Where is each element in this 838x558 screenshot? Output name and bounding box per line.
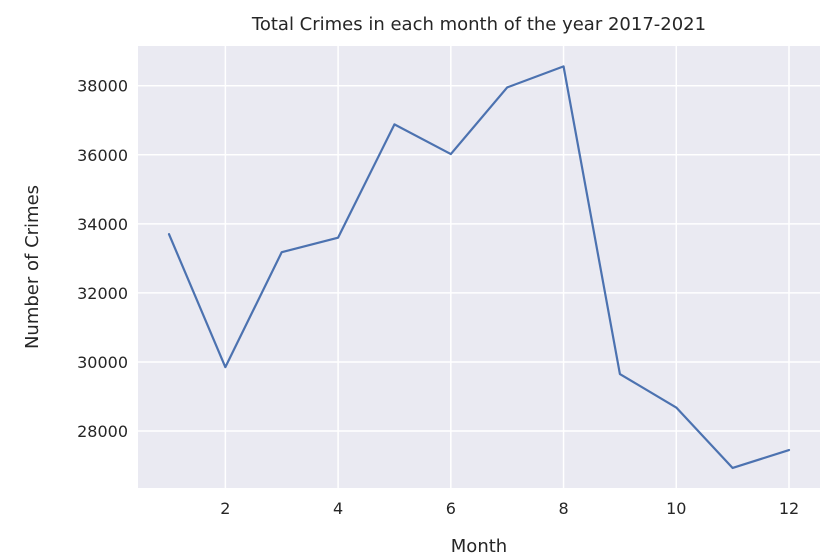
tick-labels: 2 4 6 8 10 12 28000 30000 32000 34000 36000 38000 (77, 77, 799, 518)
y-tick-label: 32000 (77, 284, 128, 303)
chart-title: Total Crimes in each month of the year 2… (251, 14, 706, 35)
x-tick-label: 8 (558, 499, 568, 518)
y-axis-label: Number of Crimes (22, 185, 43, 349)
y-tick-label: 34000 (77, 215, 128, 234)
grid-lines (138, 46, 820, 488)
series-line (167, 65, 791, 470)
x-tick-label: 10 (666, 499, 686, 518)
series-layer (167, 65, 791, 470)
plot-area (138, 46, 820, 488)
x-tick-label: 6 (446, 499, 456, 518)
x-axis-label: Month (451, 536, 507, 557)
y-tick-label: 28000 (77, 422, 128, 441)
y-tick-label: 30000 (77, 353, 128, 372)
x-tick-label: 12 (779, 499, 799, 518)
y-tick-label: 36000 (77, 146, 128, 165)
y-tick-label: 38000 (77, 77, 128, 96)
x-tick-label: 4 (333, 499, 343, 518)
x-tick-label: 2 (220, 499, 230, 518)
